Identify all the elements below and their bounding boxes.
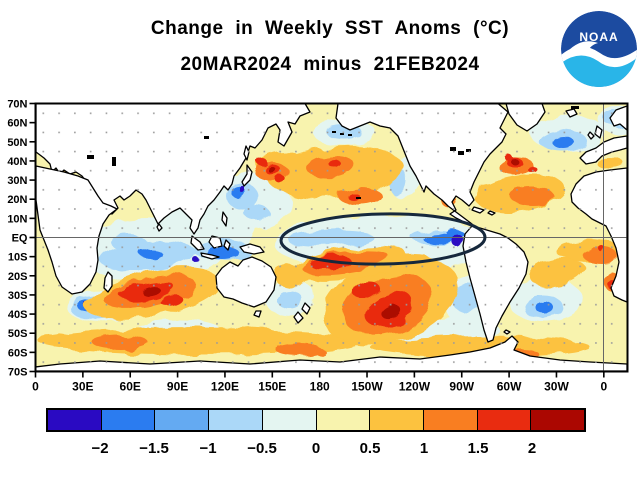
- lat-tick-label: 50S: [8, 328, 28, 340]
- seagull-wave-icon: [561, 46, 637, 67]
- lon-tick-label: 150E: [258, 380, 286, 394]
- lon-tick-label: 0: [600, 380, 607, 394]
- lon-tick-label: 0: [32, 380, 39, 394]
- colorbar-cell: [422, 410, 477, 430]
- colorbar-cell: [154, 410, 209, 430]
- lat-tick-label: 70N: [7, 99, 27, 111]
- colorbar-cell: [530, 410, 585, 430]
- lat-tick-label: 70S: [8, 367, 28, 379]
- lat-tick-label: 50N: [7, 137, 27, 149]
- colorbar-tick-label: −2: [91, 440, 109, 457]
- colorbar-cells: [46, 408, 586, 432]
- lat-tick-label: 40N: [7, 156, 27, 168]
- lon-tick-label: 30E: [72, 380, 93, 394]
- lon-tick-label: 30W: [544, 380, 569, 394]
- latitude-axis: 70N 60N 50N 40N 30N 20N 10N EQ 10S 20S 30S 40S 50S 60…: [7, 99, 36, 379]
- colorbar-tick-label: 1: [419, 440, 429, 457]
- colorbar-cell: [315, 410, 370, 430]
- colorbar: −2 −1.5 −1 −0.5 0 0.5 1 1.5 2: [46, 408, 586, 458]
- lat-tick-label: 60S: [8, 347, 28, 359]
- title-line1: Change in Weekly SST Anoms (°C): [150, 18, 510, 39]
- lat-tick-label: 20N: [7, 194, 27, 206]
- lon-tick-label: 120E: [211, 380, 239, 394]
- colorbar-cell: [261, 410, 316, 430]
- lon-tick-label: 180: [310, 380, 330, 394]
- colorbar-cell: [208, 410, 262, 430]
- lat-tick-label: 60N: [7, 118, 27, 130]
- noaa-logo-text: NOAA: [579, 30, 618, 44]
- title-line2: 20MAR2024 minus 21FEB2024: [180, 54, 480, 75]
- colorbar-tick-label: −0.5: [247, 440, 277, 457]
- lon-tick-label: 60E: [120, 380, 141, 394]
- lon-tick-label: 150W: [351, 380, 383, 394]
- page-title: Change in Weekly SST Anoms (°C) 20MAR202…: [151, 18, 509, 76]
- colorbar-cell: [48, 410, 101, 430]
- colorbar-tick-label: −1.5: [139, 440, 169, 457]
- lat-tick-label: 20S: [8, 271, 28, 283]
- lon-tick-label: 60W: [497, 380, 522, 394]
- enso-region-ellipse: [279, 212, 487, 266]
- colorbar-tick-label: 0.5: [359, 440, 381, 457]
- colorbar-cell: [476, 410, 531, 430]
- seagull-icon: [568, 41, 598, 53]
- lat-tick-label: 40S: [8, 309, 28, 321]
- colorbar-tick-label: −1: [199, 440, 217, 457]
- lat-tick-label: EQ: [12, 233, 28, 245]
- colorbar-tick-label: 2: [527, 440, 537, 457]
- lon-tick-label: 90E: [167, 380, 188, 394]
- colorbar-cell: [100, 410, 155, 430]
- lon-tick-label: 120W: [399, 380, 431, 394]
- lat-tick-label: 30N: [7, 175, 27, 187]
- longitude-axis: 0 30E 60E 90E 120E 150E 180 150W 120W 90W 60W 30W 0: [32, 371, 607, 394]
- lat-tick-label: 30S: [8, 290, 28, 302]
- noaa-logo: NOAA: [561, 11, 637, 87]
- colorbar-cell: [369, 410, 423, 430]
- colorbar-tick-label: 1.5: [467, 440, 489, 457]
- noaa-logo-sea: [561, 53, 637, 87]
- lat-tick-label: 10S: [8, 252, 28, 264]
- colorbar-tick-label: 0: [311, 440, 321, 457]
- lon-tick-label: 90W: [449, 380, 474, 394]
- lat-tick-label: 10N: [7, 213, 27, 225]
